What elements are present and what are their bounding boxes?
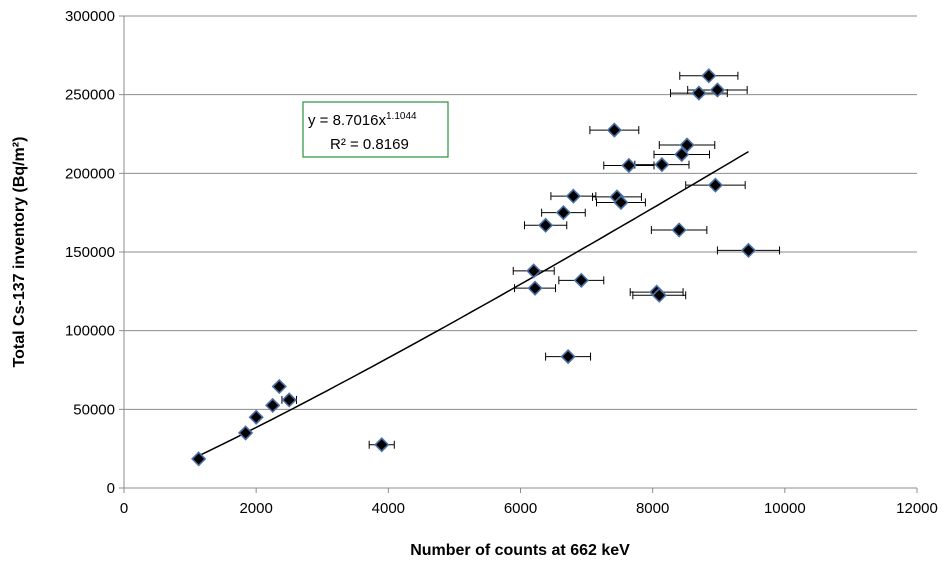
- data-point-marker: [560, 348, 576, 365]
- x-axis-title: Number of counts at 662 keV: [410, 542, 630, 559]
- equation-box: y = 8.7016x1.1044 R² = 0.8169: [302, 101, 449, 158]
- data-point-marker: [606, 122, 622, 138]
- data-point-marker: [654, 157, 670, 173]
- data-point-marker: [691, 85, 707, 101]
- data-point-marker: [237, 425, 254, 441]
- data-points: [191, 68, 757, 467]
- x-tick-label: 10000: [764, 500, 806, 517]
- y-tick-labels: 0 50000 100000 150000 200000 250000 300000: [65, 8, 115, 497]
- equation-exponent: 1.1044: [386, 111, 417, 122]
- x-tick-label: 2000: [239, 500, 272, 517]
- data-point-marker: [679, 137, 695, 153]
- data-point-marker: [374, 437, 390, 453]
- power-trendline: [198, 150, 749, 457]
- y-tick-label: 100000: [65, 323, 115, 340]
- data-point-marker: [674, 146, 690, 163]
- data-point-marker: [573, 272, 589, 288]
- equation-prefix: y = 8.7016x: [308, 112, 386, 129]
- data-point-marker: [526, 263, 542, 279]
- data-point-marker: [621, 157, 637, 174]
- data-point-marker: [555, 205, 572, 221]
- data-point-marker: [537, 217, 554, 233]
- data-point-marker: [671, 222, 687, 238]
- gridlines: [119, 15, 917, 489]
- data-point-marker: [701, 68, 717, 84]
- y-tick-label: 250000: [65, 87, 115, 104]
- y-axis-title: Total Cs-137 inventory (Bq/m²): [11, 137, 28, 368]
- data-point-marker: [281, 392, 297, 408]
- data-point-marker: [265, 397, 281, 414]
- data-point-marker: [527, 280, 543, 296]
- data-point-marker: [191, 451, 207, 467]
- equation-box-frame: [302, 101, 449, 158]
- data-point-marker: [248, 409, 264, 425]
- data-point-marker: [271, 378, 287, 395]
- y-tick-label: 0: [107, 480, 115, 497]
- data-point-marker: [565, 188, 581, 204]
- y-tick-label: 50000: [73, 401, 115, 418]
- r-squared-text: R² = 0.8169: [330, 136, 409, 153]
- y-tick-label: 200000: [65, 165, 115, 182]
- x-tick-label: 8000: [636, 500, 669, 517]
- x-tick-label: 6000: [504, 500, 537, 517]
- trendline-layer: [198, 150, 749, 457]
- data-point-marker: [707, 177, 724, 193]
- axes: [123, 16, 918, 493]
- equation-text: y = 8.7016x1.1044: [308, 111, 417, 129]
- data-point-marker: [651, 287, 667, 303]
- x-tick-label: 12000: [896, 500, 938, 517]
- x-tick-label: 0: [120, 500, 128, 517]
- y-tick-label: 300000: [65, 8, 115, 25]
- x-tick-label: 4000: [372, 500, 405, 517]
- x-tick-labels: 0 2000 4000 6000 8000 10000 12000: [120, 500, 938, 517]
- data-point-marker: [613, 194, 629, 211]
- y-tick-label: 150000: [65, 244, 115, 261]
- data-point-marker: [740, 242, 757, 259]
- data-point-marker: [709, 82, 726, 98]
